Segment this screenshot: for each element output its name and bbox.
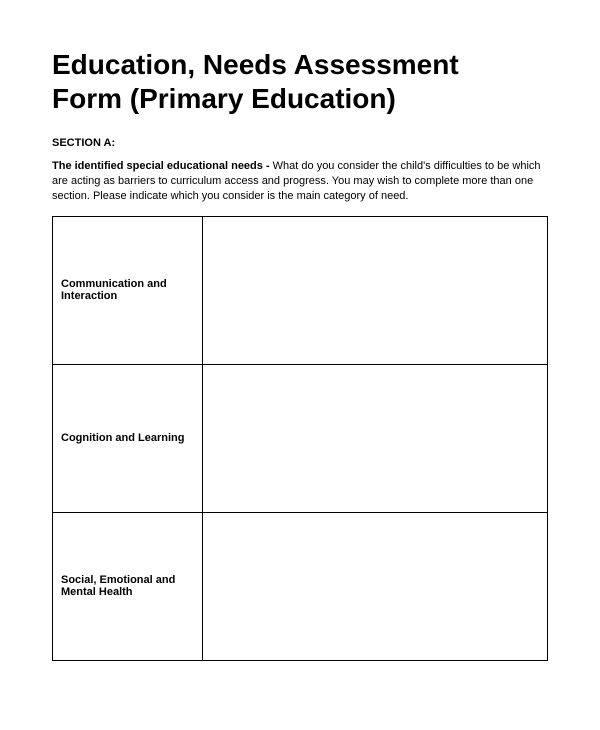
category-label-communication: Communication and Interaction — [53, 216, 203, 364]
needs-table: Communication and Interaction Cognition … — [52, 216, 548, 661]
category-label-social: Social, Emotional and Mental Health — [53, 512, 203, 660]
table-row: Social, Emotional and Mental Health — [53, 512, 548, 660]
document-page: Education, Needs Assessment Form (Primar… — [0, 0, 600, 661]
table-row: Communication and Interaction — [53, 216, 548, 364]
page-title: Education, Needs Assessment Form (Primar… — [52, 48, 472, 115]
section-a-label: SECTION A: — [52, 137, 548, 149]
intro-lead: The identified special educational needs… — [52, 160, 273, 172]
category-input-cognition[interactable] — [203, 364, 548, 512]
table-row: Cognition and Learning — [53, 364, 548, 512]
intro-paragraph: The identified special educational needs… — [52, 159, 548, 204]
category-input-social[interactable] — [203, 512, 548, 660]
category-input-communication[interactable] — [203, 216, 548, 364]
category-label-cognition: Cognition and Learning — [53, 364, 203, 512]
